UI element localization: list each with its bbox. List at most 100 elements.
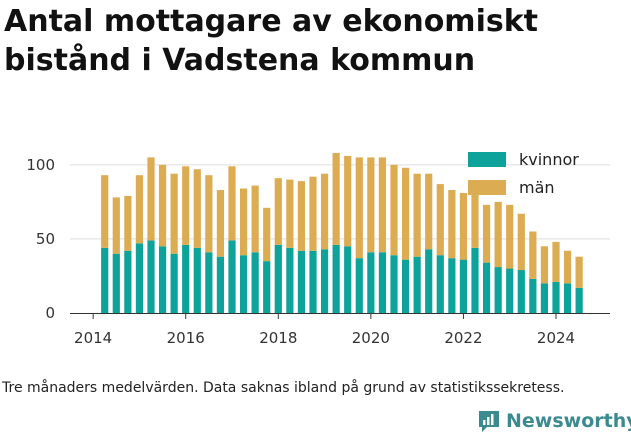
y-tick-label: 0 <box>45 304 55 322</box>
bar-kvinnor <box>251 252 259 313</box>
bar-kvinnor <box>216 256 225 313</box>
axes: 0 50 100 2014 2016 2018 2020 2022 2024 <box>26 156 610 347</box>
bar-kvinnor <box>320 249 329 313</box>
legend-swatch <box>468 180 506 195</box>
bar-man <box>575 256 583 288</box>
bar-kvinnor <box>529 278 537 313</box>
bar-kvinnor <box>575 287 583 313</box>
bar-kvinnor <box>147 240 155 313</box>
bar-kvinnor <box>413 256 421 313</box>
bar-man <box>170 173 178 254</box>
bar-man <box>390 164 398 256</box>
bar-kvinnor <box>170 253 178 313</box>
bar-kvinnor <box>263 261 271 313</box>
chart-title: Antal mottagare av ekonomiskt bistånd i … <box>4 4 538 78</box>
bar-man <box>251 185 259 253</box>
bar-man <box>147 157 155 241</box>
bar-kvinnor <box>367 252 375 313</box>
brand-name: Newsworthy <box>506 410 631 432</box>
bar-kvinnor <box>506 268 514 313</box>
bar-man <box>482 204 491 263</box>
brand-logo[interactable]: Newsworthy <box>476 408 631 434</box>
bar-kvinnor <box>182 244 190 313</box>
bar-kvinnor <box>378 252 387 313</box>
bar-kvinnor <box>297 250 306 313</box>
bar-man <box>494 201 502 268</box>
bar-kvinnor <box>448 258 456 313</box>
bar-man <box>124 195 132 251</box>
footnote: Tre månaders medelvärden. Data saknas ib… <box>2 380 565 396</box>
legend-label: kvinnor <box>519 150 579 169</box>
bar-man <box>320 173 329 250</box>
bar-kvinnor <box>471 247 479 313</box>
bar-man <box>378 157 387 253</box>
bar-man <box>425 173 433 250</box>
bar-man <box>239 188 248 256</box>
bar-kvinnor <box>401 259 410 313</box>
bar-kvinnor <box>552 281 560 313</box>
x-tick-label: 2022 <box>444 329 482 347</box>
bar-man <box>401 167 410 260</box>
bar-man <box>344 155 352 247</box>
y-tick-label: 50 <box>36 230 55 248</box>
bar-man <box>332 152 340 245</box>
bar-kvinnor <box>332 244 340 313</box>
bar-man <box>367 157 375 253</box>
bar-man <box>216 190 225 257</box>
newsworthy-logo-icon <box>479 411 499 432</box>
bar-kvinnor <box>274 244 282 313</box>
bar-kvinnor <box>482 262 491 313</box>
bar-kvinnor <box>309 250 317 313</box>
bar-man <box>459 192 468 260</box>
x-tick-label: 2014 <box>74 329 112 347</box>
bar-man <box>448 190 456 259</box>
bar-kvinnor <box>135 243 144 313</box>
bar-kvinnor <box>158 246 167 313</box>
x-tick-label: 2016 <box>167 329 205 347</box>
bar-kvinnor <box>459 259 468 313</box>
bar-kvinnor <box>101 247 109 313</box>
bar-kvinnor <box>540 283 549 313</box>
legend-swatch <box>468 152 506 167</box>
x-tick-label: 2020 <box>352 329 390 347</box>
bar-man <box>471 185 479 248</box>
bar-kvinnor <box>239 255 248 313</box>
x-tick-label: 2018 <box>259 329 297 347</box>
legend: kvinnor män <box>468 150 579 197</box>
bar-man <box>540 246 549 284</box>
bar-kvinnor <box>286 247 294 313</box>
bar-man <box>517 213 525 271</box>
bar-kvinnor <box>124 250 132 313</box>
bar-man <box>112 197 120 254</box>
bar-man <box>101 175 109 248</box>
bar-series <box>101 152 583 313</box>
bar-kvinnor <box>517 270 525 313</box>
bar-man <box>355 157 363 259</box>
bar-man <box>135 175 144 244</box>
bar-kvinnor <box>193 247 201 313</box>
bar-kvinnor <box>344 246 352 313</box>
bar-kvinnor <box>112 253 120 313</box>
bar-kvinnor <box>563 283 572 313</box>
bar-kvinnor <box>425 249 433 313</box>
legend-label: män <box>519 178 555 197</box>
bar-man <box>297 181 306 251</box>
bar-man <box>182 166 190 245</box>
bar-kvinnor <box>355 258 363 313</box>
bar-kvinnor <box>205 252 213 313</box>
bar-man <box>158 164 167 247</box>
bar-man <box>228 166 236 241</box>
x-tick-label: 2024 <box>537 329 575 347</box>
bar-man <box>309 176 317 251</box>
bar-man <box>193 169 201 248</box>
bar-man <box>506 204 514 269</box>
bar-man <box>263 207 271 262</box>
bar-man <box>529 231 537 279</box>
bar-man <box>274 178 282 245</box>
bar-man <box>552 241 560 282</box>
bar-man <box>286 179 294 248</box>
bar-kvinnor <box>228 240 236 313</box>
bar-kvinnor <box>494 267 502 313</box>
bar-man <box>563 250 572 284</box>
